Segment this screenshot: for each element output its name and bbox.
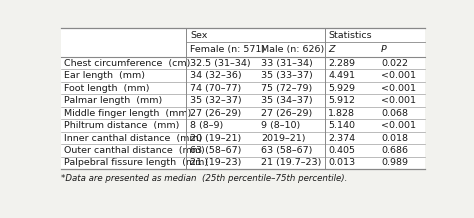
Text: Inner canthal distance  (mm): Inner canthal distance (mm) bbox=[64, 134, 203, 143]
Text: 34 (32–36): 34 (32–36) bbox=[190, 71, 242, 80]
Text: <0.001: <0.001 bbox=[381, 96, 416, 105]
Text: Male (n: 626): Male (n: 626) bbox=[261, 45, 324, 54]
Text: 2019–21): 2019–21) bbox=[261, 134, 305, 143]
Text: 0.068: 0.068 bbox=[381, 109, 408, 118]
Text: 0.022: 0.022 bbox=[381, 59, 408, 68]
Bar bbox=[61, 29, 425, 169]
Text: <0.001: <0.001 bbox=[381, 121, 416, 130]
Text: Female (n: 571): Female (n: 571) bbox=[190, 45, 265, 54]
Text: Ear length  (mm): Ear length (mm) bbox=[64, 71, 146, 80]
Text: Middle finger length  (mm): Middle finger length (mm) bbox=[64, 109, 191, 118]
Text: 63 (58–67): 63 (58–67) bbox=[261, 146, 312, 155]
Text: P: P bbox=[381, 45, 387, 54]
Text: 32.5 (31–34): 32.5 (31–34) bbox=[190, 59, 251, 68]
Text: 0.405: 0.405 bbox=[328, 146, 356, 155]
Text: 1.828: 1.828 bbox=[328, 109, 356, 118]
Text: 27 (26–29): 27 (26–29) bbox=[190, 109, 241, 118]
Text: 75 (72–79): 75 (72–79) bbox=[261, 84, 312, 93]
Text: Chest circumference  (cm): Chest circumference (cm) bbox=[64, 59, 191, 68]
Text: 63 (58–67): 63 (58–67) bbox=[190, 146, 241, 155]
Text: Z: Z bbox=[328, 45, 335, 54]
Text: 33 (31–34): 33 (31–34) bbox=[261, 59, 313, 68]
Text: Philtrum distance  (mm): Philtrum distance (mm) bbox=[64, 121, 180, 130]
Text: Statistics: Statistics bbox=[328, 31, 372, 40]
Text: Foot length  (mm): Foot length (mm) bbox=[64, 84, 150, 93]
Text: 20 (19–21): 20 (19–21) bbox=[190, 134, 241, 143]
Text: 35 (33–37): 35 (33–37) bbox=[261, 71, 313, 80]
Text: 0.686: 0.686 bbox=[381, 146, 408, 155]
Text: Sex: Sex bbox=[190, 31, 207, 40]
Text: 35 (32–37): 35 (32–37) bbox=[190, 96, 242, 105]
Text: 2.374: 2.374 bbox=[328, 134, 356, 143]
Text: 8 (8–9): 8 (8–9) bbox=[190, 121, 223, 130]
Text: 5.929: 5.929 bbox=[328, 84, 356, 93]
Text: 4.491: 4.491 bbox=[328, 71, 356, 80]
Text: Palmar length  (mm): Palmar length (mm) bbox=[64, 96, 163, 105]
Text: 0.989: 0.989 bbox=[381, 158, 408, 167]
Text: *Data are presented as median  (25th percentile–75th percentile).: *Data are presented as median (25th perc… bbox=[61, 174, 347, 183]
Text: Outer canthal distance  (mm): Outer canthal distance (mm) bbox=[64, 146, 205, 155]
Text: 0.018: 0.018 bbox=[381, 134, 408, 143]
Text: 5.140: 5.140 bbox=[328, 121, 356, 130]
Text: 21 (19.7–23): 21 (19.7–23) bbox=[261, 158, 321, 167]
Text: 0.013: 0.013 bbox=[328, 158, 356, 167]
Text: 21 (19–23): 21 (19–23) bbox=[190, 158, 241, 167]
Text: 27 (26–29): 27 (26–29) bbox=[261, 109, 312, 118]
Text: Palpebral fissure length  (mm): Palpebral fissure length (mm) bbox=[64, 158, 209, 167]
Text: 35 (34–37): 35 (34–37) bbox=[261, 96, 313, 105]
Text: 5.912: 5.912 bbox=[328, 96, 356, 105]
Text: <0.001: <0.001 bbox=[381, 71, 416, 80]
Text: 74 (70–77): 74 (70–77) bbox=[190, 84, 241, 93]
Text: <0.001: <0.001 bbox=[381, 84, 416, 93]
Text: 2.289: 2.289 bbox=[328, 59, 356, 68]
Text: 9 (8–10): 9 (8–10) bbox=[261, 121, 300, 130]
